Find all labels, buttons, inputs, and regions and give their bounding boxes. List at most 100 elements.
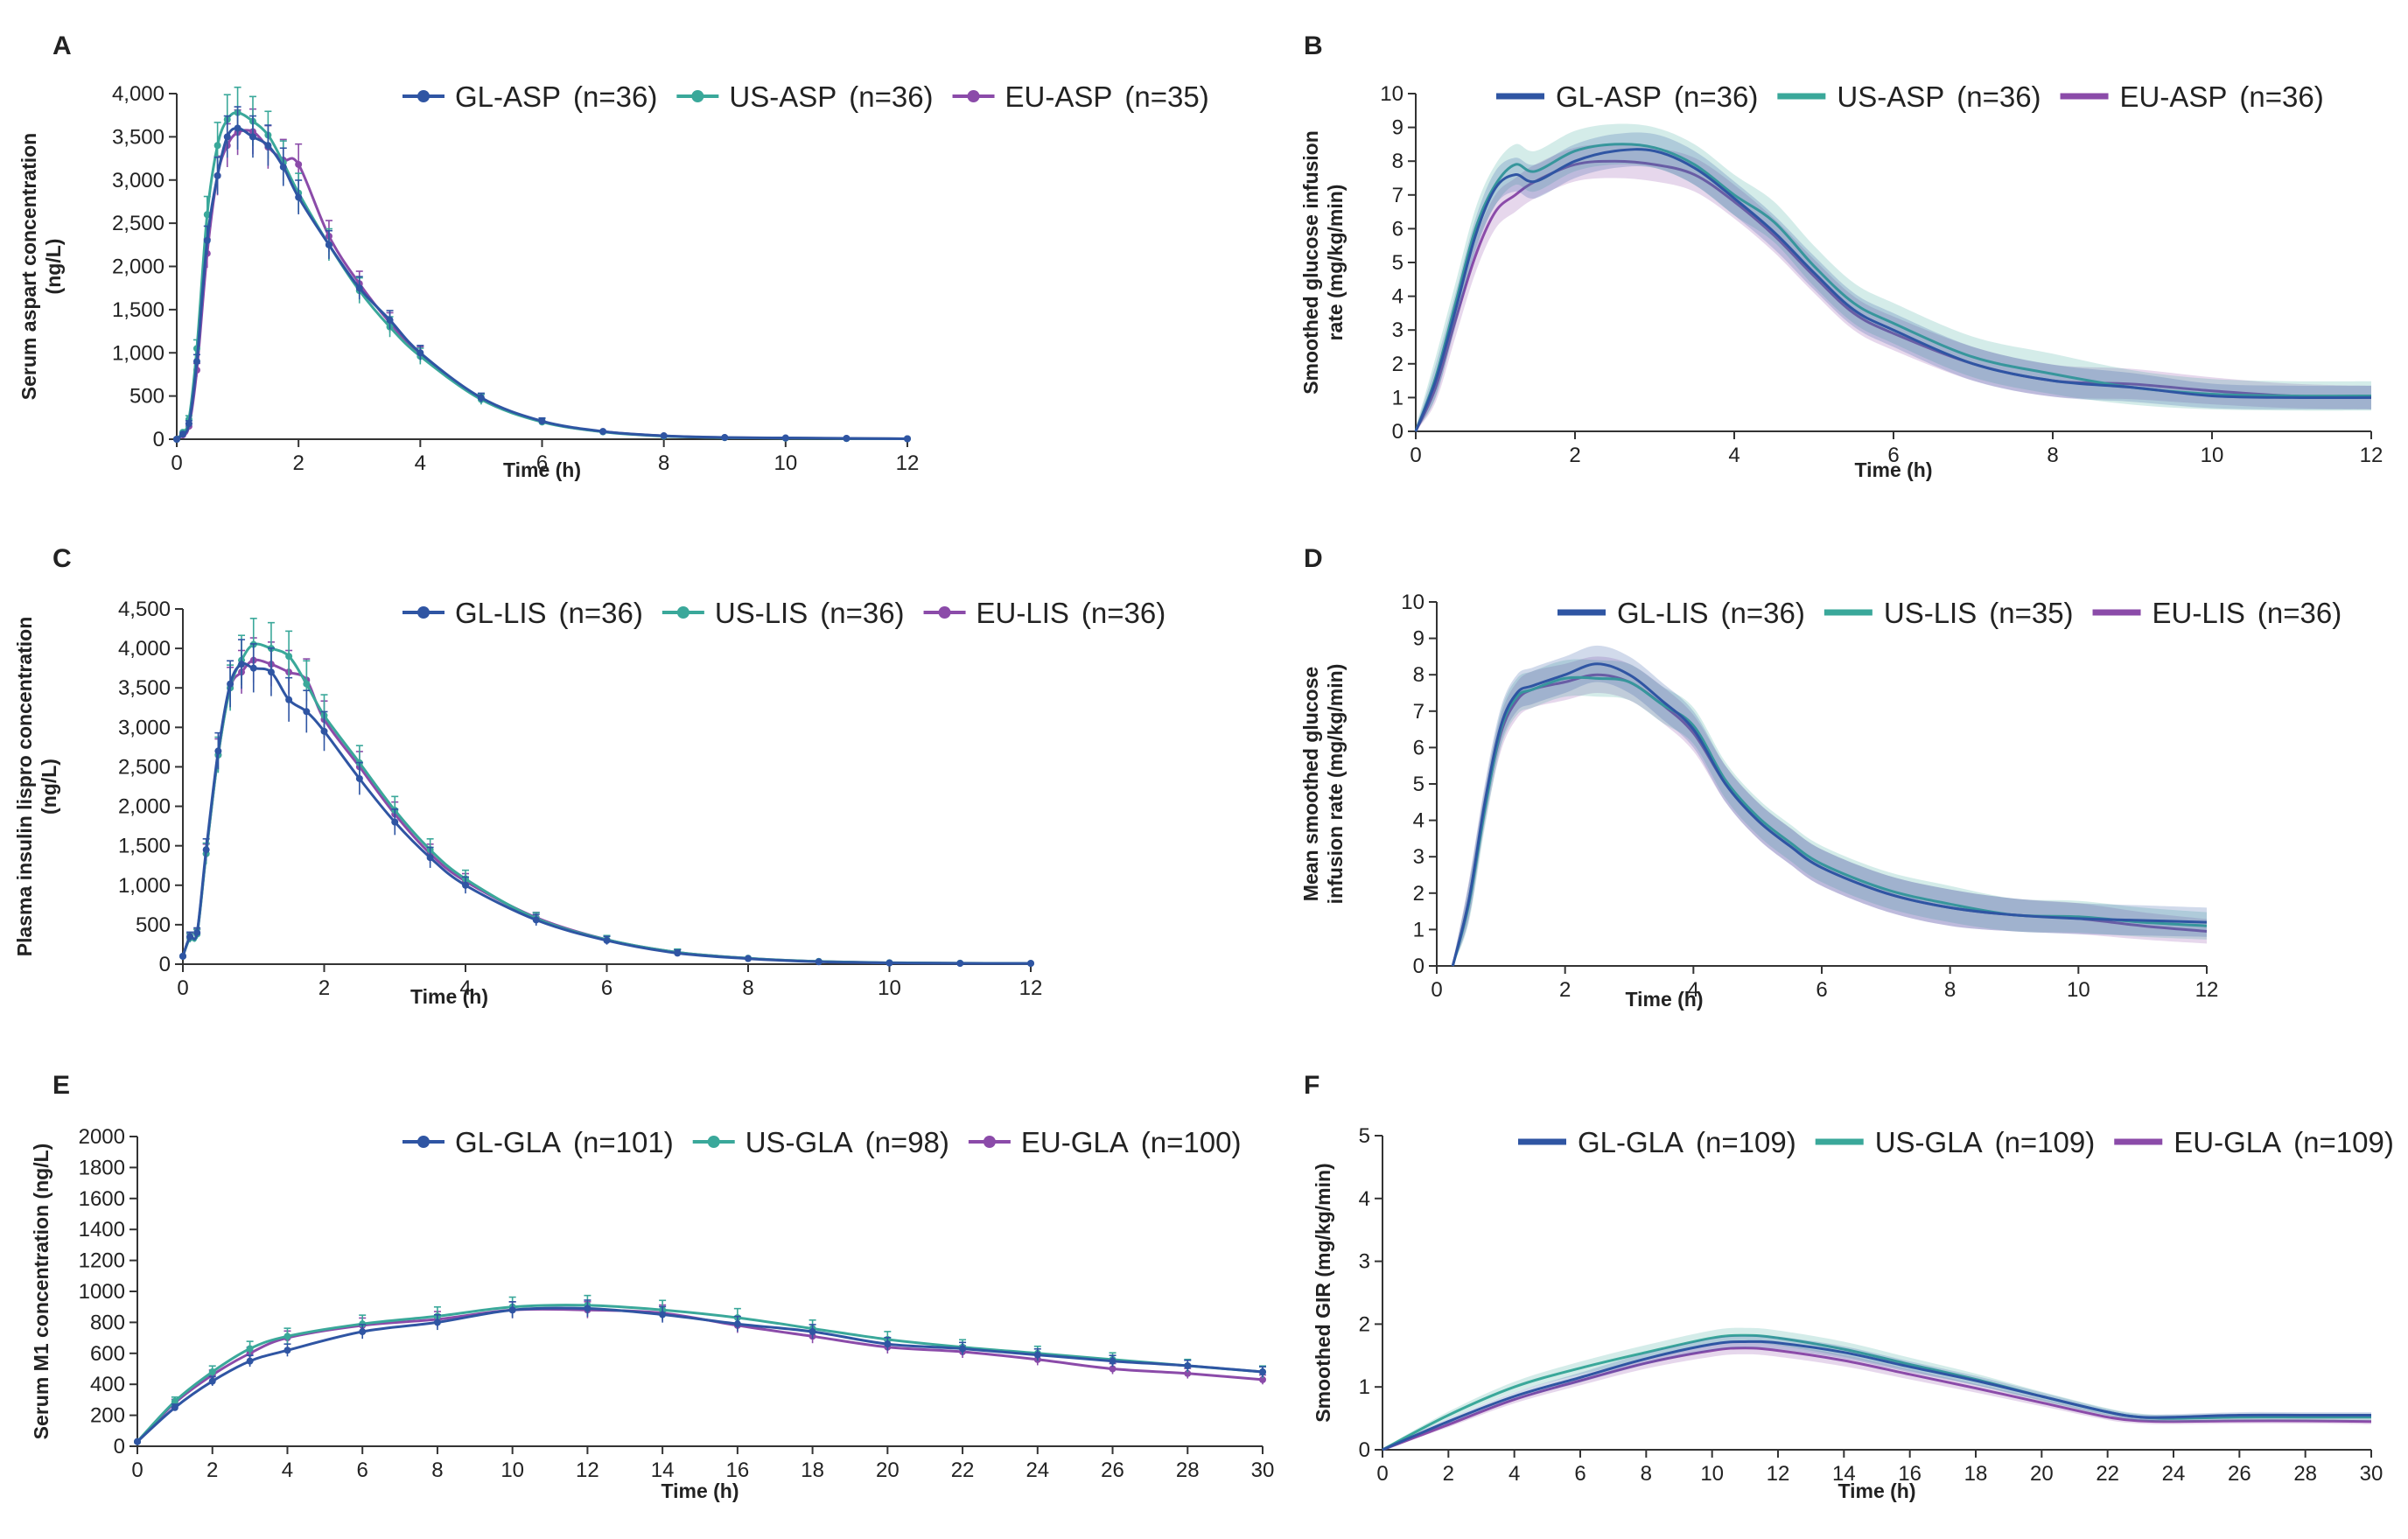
data-point-gl [1184, 1361, 1192, 1369]
y-tick-label: 600 [90, 1342, 125, 1366]
x-tick-label: 20 [876, 1459, 900, 1482]
data-point-gl [355, 774, 363, 782]
y-tick-label: 5 [1359, 1124, 1370, 1148]
series-line-eu [1382, 1347, 2372, 1452]
series-band-us [1416, 123, 2371, 432]
x-tick-label: 12 [1767, 1462, 1790, 1486]
legend-count: (n=36) [1674, 80, 1758, 113]
data-point-gl [781, 434, 789, 442]
x-tick-label: 12 [896, 451, 920, 475]
y-tick-label: 0 [114, 1435, 125, 1459]
y-axis-title-line: Plasma insulin lispro concentration [13, 617, 36, 957]
legend-count: (n=35) [1989, 597, 2073, 629]
legend-name: GL-GLA [1578, 1126, 1684, 1158]
data-point-gl [904, 435, 911, 443]
y-tick-label: 1,000 [112, 341, 164, 365]
legend-name: GL-LIS [455, 597, 547, 629]
y-tick-label: 200 [90, 1404, 125, 1428]
data-point-eu [1109, 1365, 1116, 1373]
x-tick-label: 18 [801, 1459, 824, 1482]
y-tick-label: 8 [1413, 663, 1424, 687]
data-point-eu [1259, 1375, 1266, 1383]
legend-name: EU-ASP [2120, 80, 2228, 113]
y-tick-label: 6 [1392, 217, 1404, 241]
data-point-gl [192, 358, 200, 366]
legend-count: (n=100) [1141, 1126, 1242, 1158]
data-point-gl [223, 133, 231, 141]
series-band-gl [1452, 645, 2207, 966]
legend-name: GL-LIS [1617, 597, 1709, 629]
y-tick-label: 800 [90, 1311, 125, 1334]
panel-letter: C [52, 544, 72, 573]
legend-marker-us [691, 90, 704, 102]
x-tick-label: 24 [2162, 1462, 2186, 1486]
series-line-eu [136, 1307, 1264, 1443]
y-tick-label: 4 [1359, 1187, 1370, 1211]
y-tick-label: 1 [1413, 918, 1424, 941]
legend-name: US-LIS [715, 597, 808, 629]
data-point-gl [462, 881, 469, 889]
y-tick-label: 9 [1413, 627, 1424, 651]
x-tick-label: 12 [1019, 976, 1043, 1000]
series-line-gl [1414, 148, 2372, 432]
legend-marker-us [676, 606, 690, 619]
x-tick-label: 2 [1443, 1462, 1454, 1486]
data-point-us [171, 1397, 178, 1405]
x-tick-label: 8 [431, 1459, 443, 1482]
panel-letter: F [1304, 1071, 1320, 1100]
x-tick-label: 8 [742, 976, 753, 1000]
series-line-gl [1451, 662, 2208, 967]
x-tick-label: 2 [1569, 444, 1580, 467]
data-point-gl [264, 142, 272, 150]
data-point-gl [303, 708, 311, 716]
y-tick-label: 3,500 [118, 676, 171, 700]
legend-count: (n=36) [849, 80, 933, 113]
y-tick-label: 3,000 [112, 169, 164, 192]
data-point-gl [249, 664, 257, 672]
legend: GL-LIS (n=36) US-LIS (n=36) EU-LIS (n=36) [402, 597, 1166, 629]
legend-marker-eu [983, 1136, 996, 1148]
data-point-gl [416, 349, 424, 357]
data-point-us [285, 653, 293, 661]
y-tick-label: 3 [1413, 845, 1424, 869]
legend-name: EU-LIS [2152, 597, 2245, 629]
x-tick-label: 0 [1431, 978, 1442, 1002]
y-tick-label: 1600 [79, 1187, 125, 1211]
legend-count: (n=36) [1956, 80, 2040, 113]
data-point-gl [1259, 1368, 1266, 1376]
series-line-gl [1382, 1340, 2371, 1452]
data-point-gl [391, 818, 399, 826]
y-tick-label: 3,500 [112, 125, 164, 149]
data-point-us [214, 142, 221, 150]
legend: GL-ASP (n=36) US-ASP (n=36) EU-ASP (n=36) [1496, 80, 2324, 113]
x-tick-label: 2 [292, 451, 304, 475]
x-tick-label: 0 [1376, 1462, 1388, 1486]
legend-count: (n=98) [865, 1126, 949, 1158]
y-tick-label: 0 [1392, 420, 1404, 444]
series-band-eu [1416, 143, 2371, 431]
panel-a: A 0 2 4 6 8 10 12 0 500 1,000 1,500 2,000 2,500 3,000 3… [18, 31, 1209, 481]
legend-count: (n=109) [1696, 1126, 1796, 1158]
y-tick-label: 1000 [79, 1280, 125, 1304]
legend-name: US-LIS [1884, 597, 1977, 629]
legend-marker-eu [967, 90, 980, 102]
panel-letter: D [1304, 544, 1323, 573]
x-tick-label: 0 [1410, 444, 1421, 467]
y-axis-title-line: (ng/L) [38, 759, 60, 815]
data-point-us [246, 1345, 254, 1353]
legend-count: (n=36) [2239, 80, 2323, 113]
data-point-gl [745, 955, 752, 962]
data-point-gl [808, 1328, 816, 1336]
y-tick-label: 0 [159, 953, 171, 976]
x-axis-title: Time (h) [661, 1480, 738, 1502]
y-tick-label: 7 [1392, 184, 1404, 207]
y-axis-title-line: rate (mg/kg/min) [1324, 185, 1347, 341]
y-tick-label: 10 [1401, 591, 1424, 614]
data-point-gl [193, 928, 201, 936]
legend: GL-LIS (n=36) US-LIS (n=35) EU-LIS (n=36) [1558, 597, 2342, 629]
series-band-us [1382, 1327, 2371, 1450]
series-band-gl [1416, 132, 2371, 432]
legend-marker-gl [417, 90, 430, 102]
x-tick-label: 10 [878, 976, 901, 1000]
data-point-gl [721, 434, 729, 442]
